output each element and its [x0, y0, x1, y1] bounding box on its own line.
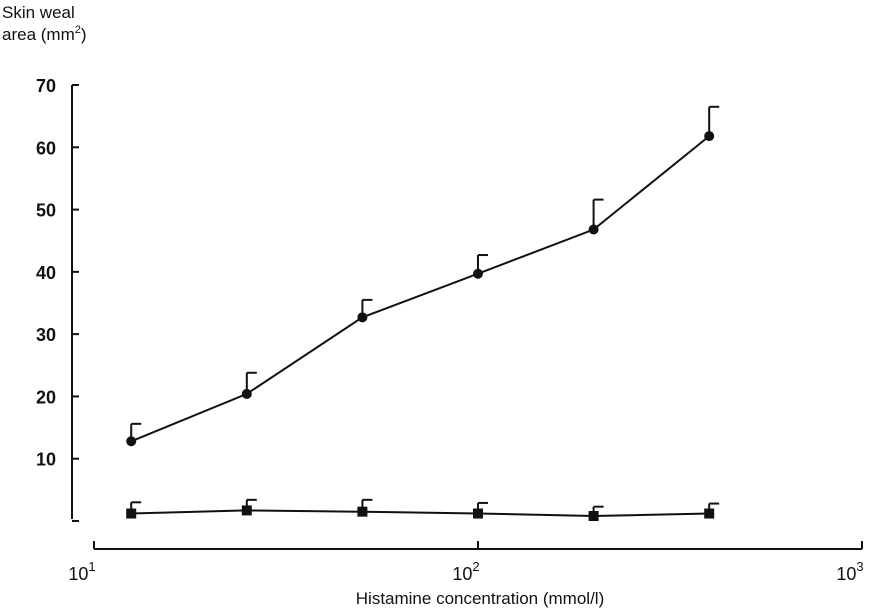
y-tick-label: 30	[36, 325, 56, 345]
y-axis-title-main: area (mm	[2, 25, 75, 44]
x-tick-label: 102	[452, 559, 479, 584]
data-point-square	[126, 508, 137, 519]
series-line	[130, 135, 710, 443]
y-axis-title-end: )	[81, 25, 87, 44]
data-point-circle	[357, 312, 368, 323]
data-point-square	[473, 508, 483, 519]
data-point-circle	[473, 268, 483, 279]
x-axis-title: Histamine concentration (mmol/l)	[356, 589, 604, 608]
y-tick-label: 70	[36, 76, 56, 96]
x-tick-label: 101	[68, 559, 95, 584]
series-circle	[126, 105, 720, 447]
y-axis-title-superscript: 2	[75, 24, 81, 36]
x-ticks: 101 102 103	[68, 541, 864, 584]
y-tick-label: 50	[36, 201, 56, 221]
data-point-circle	[588, 224, 599, 235]
y-ticks: 10 20 30 40 50 60 70	[36, 76, 79, 522]
x-tick-label: 103	[836, 559, 863, 584]
y-tick-label: 10	[36, 450, 56, 470]
y-tick-label: 60	[36, 138, 56, 158]
series-layer	[126, 105, 720, 522]
data-point-square	[357, 506, 368, 517]
y-tick-label: 40	[36, 263, 56, 283]
y-axis-title-line1: Skin weal	[2, 3, 75, 22]
data-point-square	[704, 508, 715, 519]
y-tick-label: 20	[36, 387, 56, 407]
data-point-square	[241, 505, 252, 516]
series-line	[131, 509, 710, 518]
axes	[71, 85, 862, 550]
data-point-circle	[704, 131, 715, 142]
y-axis-title-line2: area (mm2)	[2, 24, 87, 44]
data-point-circle	[126, 436, 137, 447]
series-square	[126, 498, 720, 522]
data-point-square	[588, 511, 599, 522]
data-point-circle	[241, 388, 252, 399]
